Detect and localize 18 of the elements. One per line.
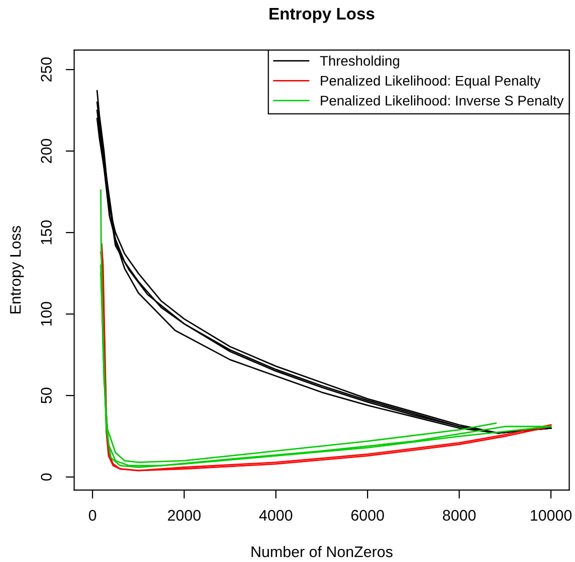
legend-label: Thresholding <box>320 56 400 69</box>
legend-label: Penalized Likelihood: Equal Penalty <box>320 75 541 88</box>
y-tick-label: 100 <box>40 302 52 326</box>
x-tick-label: 8000 <box>442 510 476 521</box>
chart-title: Entropy Loss <box>270 8 374 23</box>
x-tick-label: 2000 <box>168 510 201 521</box>
x-tick-label: 4000 <box>259 510 292 521</box>
y-tick-label: 0 <box>40 473 52 481</box>
x-tick-label: 6000 <box>351 510 384 521</box>
y-tick-label: 250 <box>40 57 52 82</box>
y-tick-label: 50 <box>40 388 52 404</box>
y-axis-title: Entropy Loss <box>10 226 24 314</box>
legend-label: Penalized Likelihood: Inverse S Penalty <box>320 95 564 108</box>
y-tick-label: 150 <box>40 220 52 244</box>
x-axis-title: Number of NonZeros <box>252 546 392 558</box>
x-tick-label: 0 <box>88 510 96 521</box>
x-tick-label: 10000 <box>530 510 572 521</box>
y-tick-label: 200 <box>40 138 52 164</box>
